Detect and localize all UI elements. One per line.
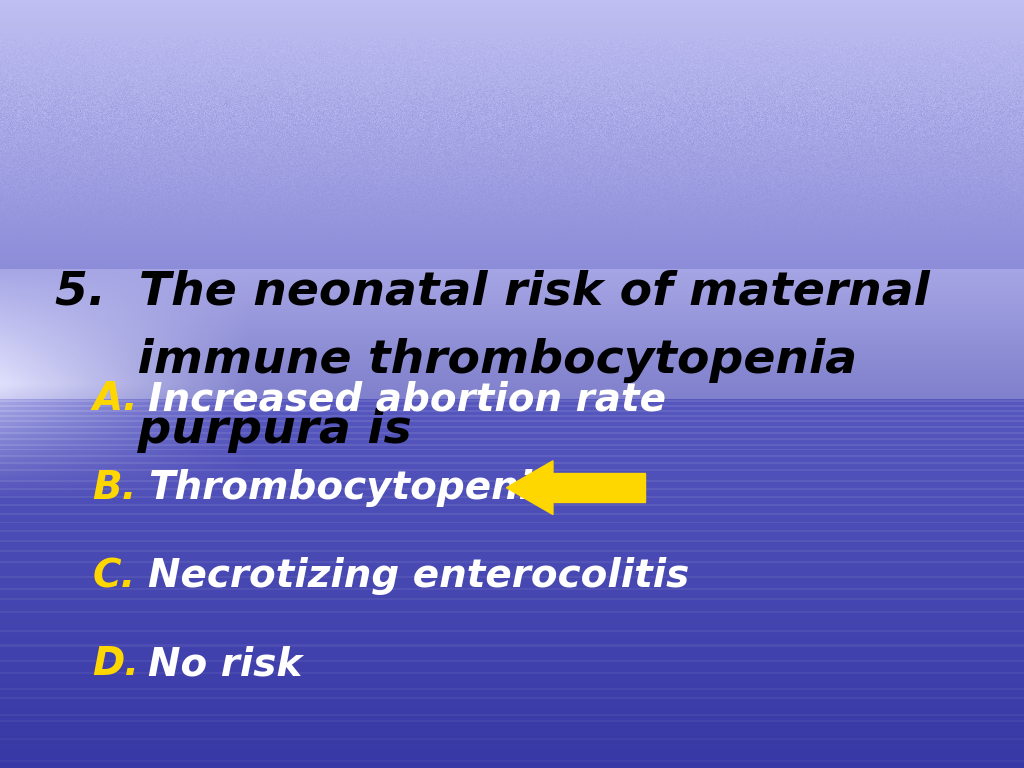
Text: Necrotizing enterocolitis: Necrotizing enterocolitis [148, 557, 690, 595]
Text: B.: B. [92, 468, 136, 507]
Text: D.: D. [92, 645, 139, 684]
Polygon shape [553, 473, 645, 502]
Text: immune thrombocytopenia: immune thrombocytopenia [55, 339, 857, 383]
Text: Increased abortion rate: Increased abortion rate [148, 380, 667, 419]
Text: A.: A. [92, 380, 138, 419]
Text: Thrombocytopenia: Thrombocytopenia [148, 468, 559, 507]
Text: No risk: No risk [148, 645, 303, 684]
Polygon shape [507, 461, 553, 515]
Text: purpura is: purpura is [55, 408, 412, 452]
Text: C.: C. [92, 557, 135, 595]
Text: 5.  The neonatal risk of maternal: 5. The neonatal risk of maternal [55, 270, 930, 314]
